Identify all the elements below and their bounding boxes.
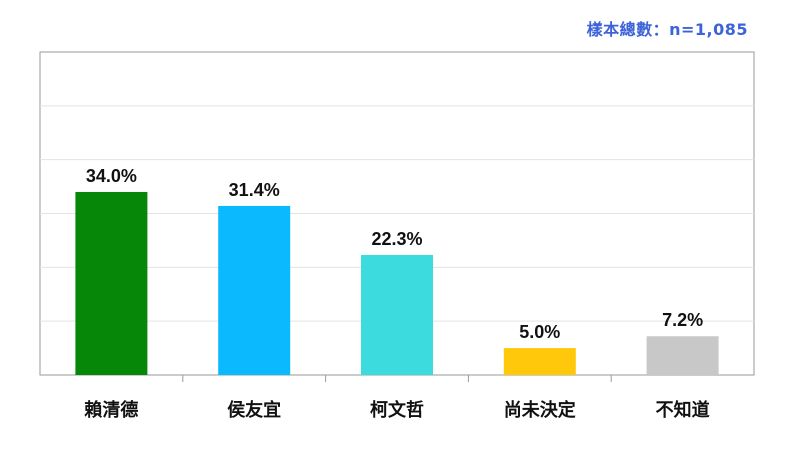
category-label-5: 不知道 xyxy=(656,399,710,421)
category-label-3: 柯文哲 xyxy=(370,399,424,421)
bar-4 xyxy=(503,348,576,375)
bar-2 xyxy=(218,205,291,375)
x-axis-ticks xyxy=(182,375,612,382)
category-label-4: 尚未決定 xyxy=(504,399,576,421)
bar-1 xyxy=(75,191,148,375)
value-label-5: 7.2% xyxy=(662,310,703,330)
category-label-2: 侯友宜 xyxy=(227,399,281,421)
value-label-2: 31.4% xyxy=(229,180,280,200)
value-labels: 34.0% 31.4% 22.3% 5.0% 7.2% xyxy=(86,166,703,342)
bar-5 xyxy=(646,336,719,375)
bar-3 xyxy=(361,254,433,375)
category-labels: 賴清德 侯友宜 柯文哲 尚未決定 不知道 xyxy=(84,399,709,421)
value-label-1: 34.0% xyxy=(86,166,137,186)
value-label-4: 5.0% xyxy=(519,322,560,342)
category-label-1: 賴清德 xyxy=(84,399,138,421)
sample-size-note: 樣本總數：n=1,085 xyxy=(586,20,748,39)
bars xyxy=(75,191,719,375)
value-label-3: 22.3% xyxy=(371,229,422,249)
